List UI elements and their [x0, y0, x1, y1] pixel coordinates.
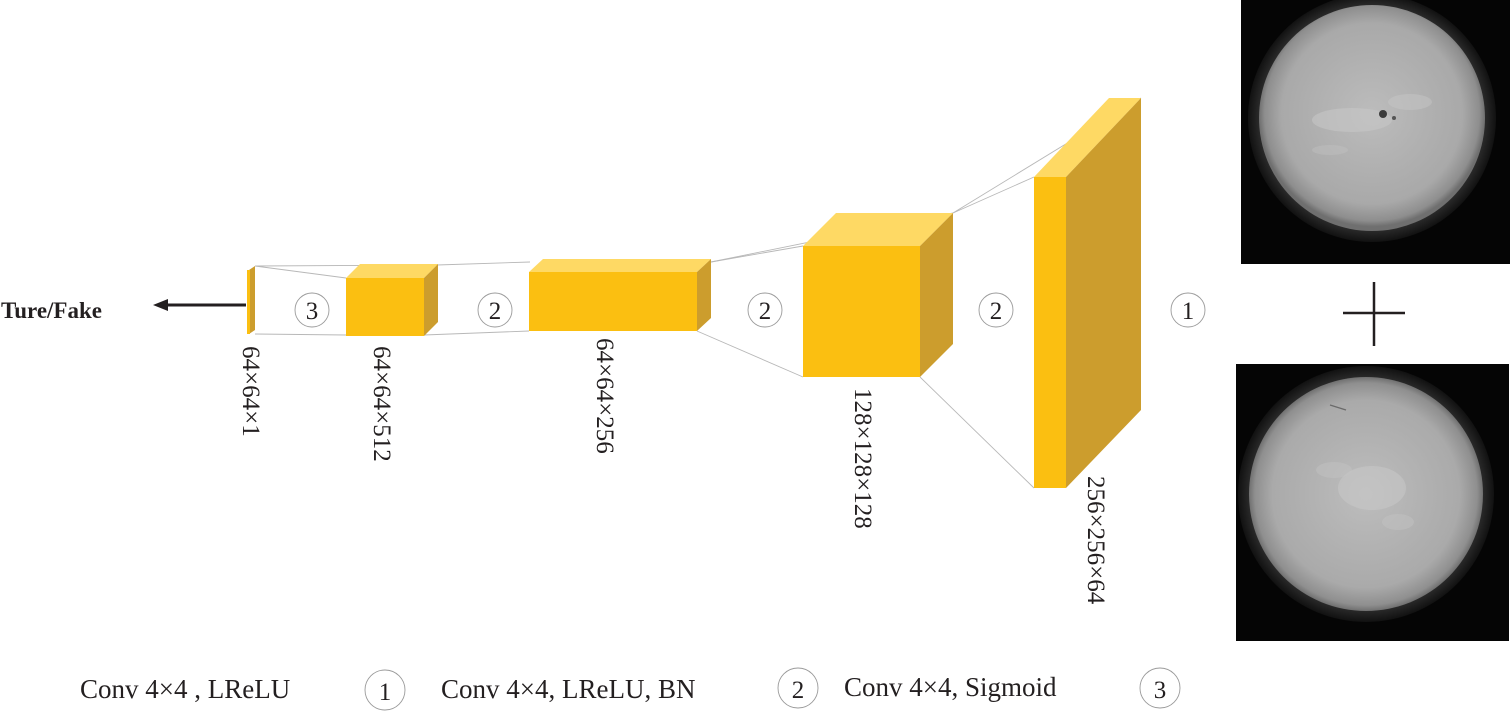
dim-label: 64×64×512: [368, 346, 395, 462]
op-number: 1: [1182, 298, 1195, 325]
layer-block-128x128x128: [803, 213, 953, 377]
dim-label: 64×64×256: [591, 338, 618, 454]
op-number: 2: [990, 298, 1003, 325]
legend: Conv 4×4 , LReLU 1 Conv 4×4, LReLU, BN 2…: [80, 667, 1181, 711]
op-number: 3: [306, 298, 319, 325]
output-label: Ture/Fake: [1, 298, 102, 323]
input-image-2: [1236, 364, 1509, 641]
op-number: 2: [489, 298, 502, 325]
dim-label: 64×64×1: [237, 346, 264, 437]
legend-number: 1: [379, 679, 392, 706]
op-marker: 2: [747, 292, 783, 328]
layer-block-64x64x1: [247, 266, 255, 334]
output-arrow: [153, 299, 246, 311]
plus-symbol: [1343, 282, 1405, 346]
layer-block-64x64x512: [346, 264, 438, 336]
legend-number: 3: [1154, 677, 1167, 704]
op-marker: 2: [978, 292, 1014, 328]
legend-number: 2: [792, 677, 805, 704]
dim-label: 256×256×64: [1082, 476, 1109, 605]
dim-label: 128×128×128: [849, 388, 876, 529]
op-marker: 3: [294, 292, 330, 328]
legend-text: Conv 4×4, Sigmoid: [844, 672, 1057, 702]
legend-text: Conv 4×4 , LReLU: [80, 674, 290, 704]
legend-text: Conv 4×4, LReLU, BN: [441, 674, 695, 704]
op-number: 2: [759, 298, 772, 325]
op-marker: 1: [1170, 292, 1206, 328]
layer-block-256x256x64: [1034, 98, 1141, 488]
layer-block-64x64x256: [529, 259, 711, 331]
input-image-1: [1241, 0, 1510, 264]
op-marker: 2: [477, 292, 513, 328]
